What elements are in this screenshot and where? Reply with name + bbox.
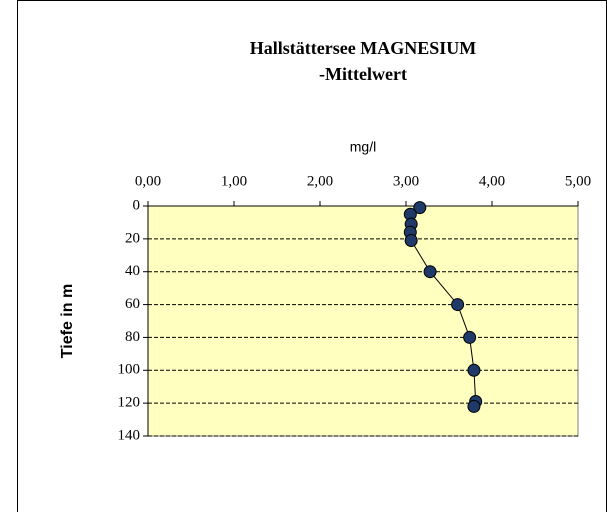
x-tick-label: 5,00 [565,173,591,189]
data-point [451,298,465,312]
data-point [413,201,427,215]
chart-title: Hallstättersee MAGNESIUM [250,38,476,58]
data-point [404,234,418,247]
x-tick-label: 3,00 [393,173,419,189]
y-tick-label: 120 [118,395,141,411]
x-axis-label: mg/l [350,139,376,155]
y-tick-label: 0 [133,197,141,213]
data-point [463,330,477,344]
y-tick-label: 20 [125,230,140,246]
data-point [423,265,437,279]
chart-title: -Mittelwert [319,64,407,84]
y-tick-label: 40 [125,263,140,279]
y-tick-label: 60 [125,296,140,312]
x-tick-label: 1,00 [221,173,247,189]
y-tick-label: 100 [118,362,141,378]
data-point [467,399,481,413]
x-tick-label: 4,00 [479,173,505,189]
data-point [467,363,481,377]
plot-area [147,205,579,437]
y-axis-label: Tiefe in m [59,284,76,358]
y-tick-label: 140 [118,427,141,443]
x-tick-label: 2,00 [307,173,333,189]
x-tick-label: 0,00 [135,173,161,189]
y-tick-label: 80 [125,329,140,345]
